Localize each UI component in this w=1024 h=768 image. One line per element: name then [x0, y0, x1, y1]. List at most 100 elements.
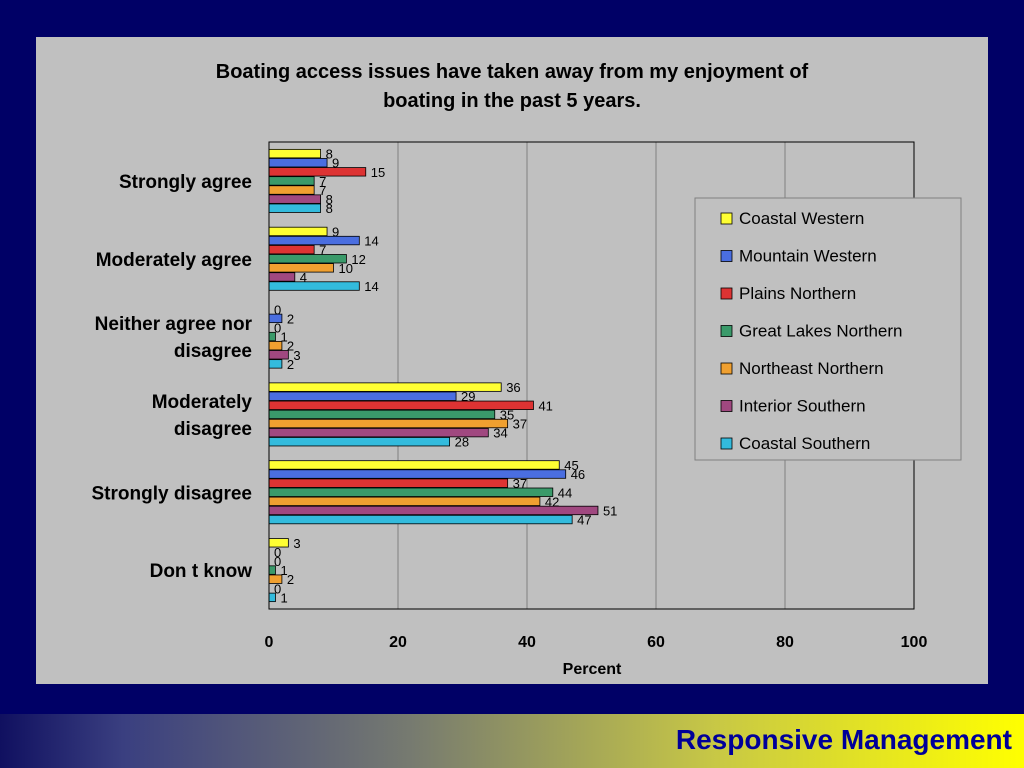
- data-label: 35: [500, 407, 514, 422]
- legend-swatch: [720, 250, 733, 262]
- legend-label: Interior Southern: [739, 397, 866, 416]
- legend-box: [694, 197, 962, 461]
- bar: [268, 514, 573, 525]
- legend-swatch: [720, 287, 733, 300]
- bar: [268, 505, 599, 516]
- x-tick-label: 20: [389, 634, 407, 651]
- data-label: 4: [300, 270, 307, 285]
- data-label: 36: [506, 380, 520, 395]
- data-label: 8: [326, 192, 333, 207]
- bar: [268, 565, 276, 575]
- legend-swatch: [720, 362, 733, 375]
- data-label: 9: [332, 156, 339, 171]
- bar: [268, 244, 315, 255]
- data-label: 29: [461, 389, 475, 404]
- bar: [268, 418, 509, 429]
- legend-swatch: [720, 325, 733, 337]
- data-label: 2: [287, 311, 294, 326]
- bar: [268, 176, 315, 186]
- legend-label: Coastal Western: [739, 209, 864, 228]
- bar: [268, 350, 289, 360]
- x-tick-label: 80: [776, 634, 794, 651]
- x-axis-label: Percent: [563, 661, 622, 678]
- data-label: 8: [326, 147, 333, 162]
- data-label: 34: [493, 426, 507, 441]
- bar: [268, 391, 457, 401]
- data-label: 9: [332, 224, 339, 239]
- data-label: 7: [319, 243, 326, 258]
- legend-label: Coastal Southern: [739, 434, 870, 453]
- data-label: 44: [558, 485, 572, 500]
- data-label: 14: [364, 234, 378, 249]
- bar: [268, 226, 328, 237]
- bar: [268, 148, 321, 159]
- bar: [268, 496, 541, 507]
- category-label: Strongly disagree: [92, 483, 253, 504]
- data-label: 2: [287, 572, 294, 587]
- data-label: 37: [513, 417, 527, 432]
- data-label: 0: [274, 302, 281, 317]
- bar: [268, 254, 347, 264]
- footer-brand: Responsive Management: [675, 724, 1012, 755]
- data-label: 10: [339, 261, 353, 276]
- bar: [268, 478, 509, 488]
- x-tick-label: 0: [265, 634, 274, 651]
- data-label: 1: [280, 563, 287, 578]
- data-label: 2: [287, 339, 294, 354]
- data-label: 7: [319, 183, 326, 198]
- bar: [268, 359, 283, 369]
- bar: [268, 235, 360, 246]
- footer-bar: Responsive Management: [0, 714, 1024, 768]
- bar: [268, 437, 451, 447]
- data-label: 51: [603, 503, 617, 518]
- data-label: 41: [538, 398, 552, 413]
- legend-label: Mountain Western: [739, 247, 877, 266]
- bar: [268, 331, 276, 342]
- bar: [268, 409, 496, 420]
- data-label: 8: [326, 201, 333, 216]
- bar: [268, 272, 296, 282]
- category-label: Neither agree nor disagree: [95, 314, 253, 362]
- data-label: 1: [280, 330, 287, 345]
- chart-title: Boating access issues have taken away fr…: [216, 61, 809, 112]
- bar: [268, 281, 360, 291]
- data-label: 0: [274, 320, 281, 335]
- data-label: 1: [280, 590, 287, 605]
- bar: [268, 592, 276, 603]
- bar: [268, 167, 367, 177]
- legend-swatch: [720, 400, 733, 412]
- data-label: 12: [351, 252, 365, 267]
- bar: [268, 203, 321, 213]
- data-label: 0: [274, 581, 281, 596]
- data-label: 45: [564, 458, 578, 473]
- data-label: 14: [364, 279, 378, 294]
- data-label: 46: [571, 467, 585, 482]
- category-label: Moderately disagree: [152, 392, 253, 440]
- legend-swatch: [720, 437, 733, 450]
- bar: [268, 185, 315, 195]
- bar: [268, 460, 560, 470]
- bar: [268, 400, 534, 410]
- data-label: 2: [287, 357, 294, 372]
- bar: [268, 341, 283, 351]
- data-label: 3: [293, 536, 300, 551]
- category-label: Strongly agree: [119, 172, 252, 193]
- data-label: 0: [274, 545, 281, 560]
- x-tick-label: 40: [518, 634, 536, 651]
- bar: [268, 158, 328, 168]
- data-label: 0: [274, 554, 281, 569]
- x-tick-label: 100: [901, 634, 928, 651]
- legend-label: Northeast Northern: [739, 359, 884, 378]
- legend-swatch: [720, 212, 733, 225]
- data-label: 47: [577, 513, 591, 528]
- legend-label: Great Lakes Northern: [739, 322, 902, 341]
- data-label: 7: [319, 174, 326, 189]
- category-label: Moderately agree: [96, 250, 252, 271]
- bar: [268, 487, 554, 497]
- legend-label: Plains Northern: [739, 284, 856, 303]
- data-label: 28: [455, 435, 469, 450]
- x-tick-label: 60: [647, 634, 665, 651]
- bar: [268, 194, 321, 204]
- category-label: Don t know: [150, 561, 253, 582]
